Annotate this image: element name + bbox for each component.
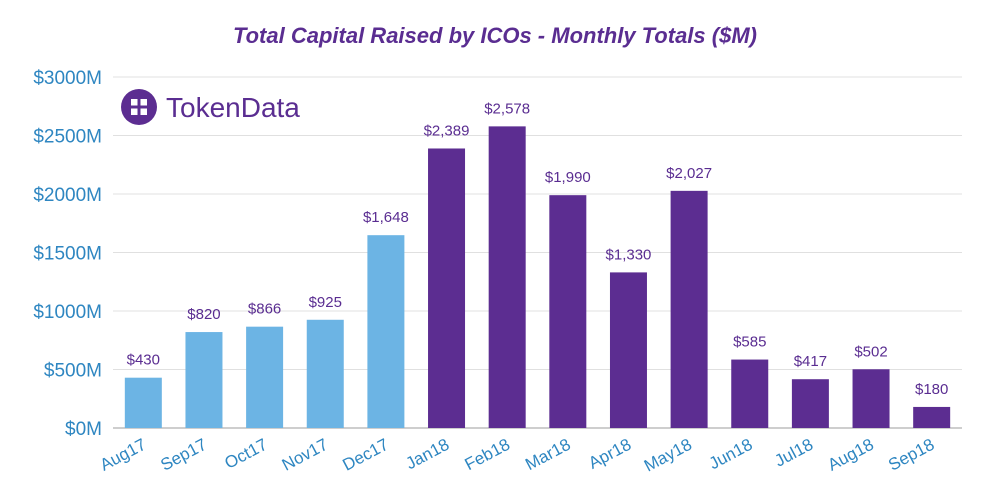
bar-sep17 [185,332,223,428]
data-label: $2,578 [484,100,530,117]
bar-feb18 [488,126,526,429]
data-label: $1,648 [363,209,409,226]
x-tick-label: Mar18 [522,435,573,474]
bar-dec17 [367,235,405,428]
tokendata-logo-icon [121,89,157,125]
x-tick-label: Sep17 [158,435,210,475]
data-label: $585 [733,334,766,351]
logo: TokenData [121,89,300,125]
bar-jan18 [428,148,466,428]
x-tick-label: Jun18 [706,435,756,474]
x-axis-ticks: Aug17 Sep17 Oct17 Nov17 Dec17 Jan18 Feb18 Mar18… [97,435,938,476]
data-label: $502 [854,343,887,360]
bar-oct17 [246,326,284,428]
y-tick-label: $1000M [33,302,102,323]
bar-apr18 [609,272,647,428]
x-tick-label: Aug18 [825,435,877,475]
data-label: $925 [309,294,342,311]
data-label: $820 [187,306,220,323]
x-tick-label: Dec17 [339,435,391,475]
data-label: $2,389 [424,122,470,139]
bar-jun18 [731,359,769,428]
data-labels: $430 $820 $866 $925 $1,648 $2,389 $2,578 $1,990… [127,100,949,398]
data-label: $1,990 [545,169,591,186]
bar-aug18 [852,369,890,428]
y-tick-label: $1500M [33,244,102,265]
y-tick-label: $0M [65,419,102,440]
logo-text: TokenData [166,92,300,123]
data-label: $866 [248,301,281,318]
x-tick-label: Jan18 [403,435,453,474]
y-axis-ticks: $0M $500M $1000M $1500M $2000M $2500M $3000M [33,68,102,440]
x-tick-label: Oct17 [222,435,271,473]
y-tick-label: $3000M [33,68,102,89]
bar-jul18 [791,379,829,428]
data-label: $180 [915,381,948,398]
x-tick-label: Feb18 [462,435,513,474]
x-tick-label: Apr18 [585,435,634,473]
data-label: $430 [127,352,160,369]
bar-may18 [670,190,708,428]
x-tick-label: Nov17 [279,435,331,475]
x-tick-label: Aug17 [97,435,149,475]
x-tick-label: Sep18 [885,435,937,475]
y-tick-label: $500M [44,361,102,382]
y-tick-label: $2500M [33,127,102,148]
bar-nov17 [306,319,344,428]
bar-aug17 [124,377,162,428]
chart-title: Total Capital Raised by ICOs - Monthly T… [233,23,757,48]
data-label: $417 [794,353,827,370]
bar-mar18 [549,195,587,428]
gridlines [113,76,962,429]
bars [124,126,951,429]
bar-sep18 [913,406,951,428]
x-tick-label: May18 [641,435,695,476]
data-label: $1,330 [606,246,652,263]
data-label: $2,027 [666,165,712,182]
x-tick-label: Jul18 [771,435,816,471]
y-tick-label: $2000M [33,185,102,206]
